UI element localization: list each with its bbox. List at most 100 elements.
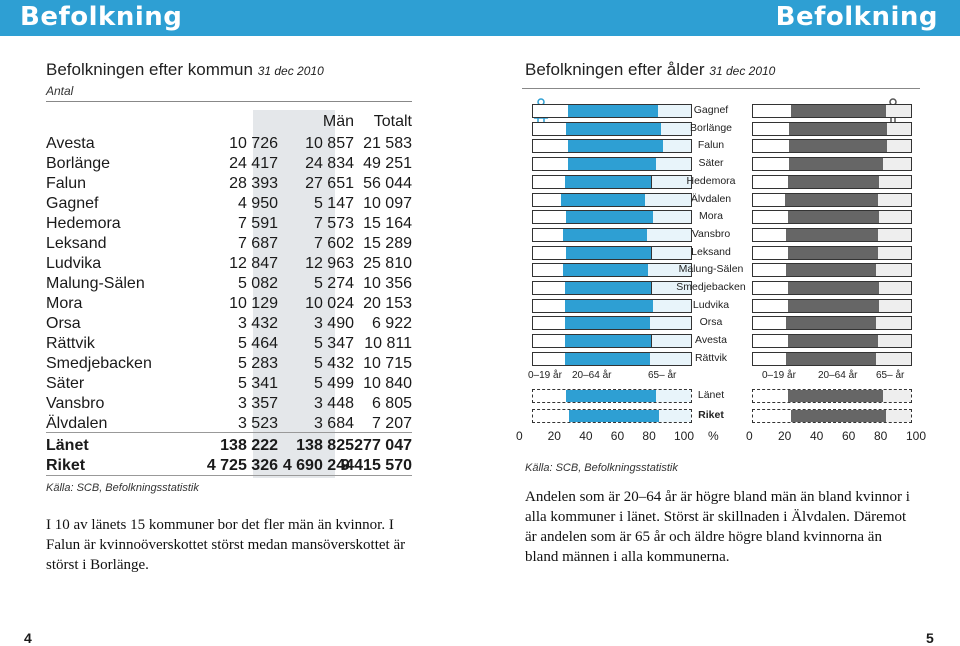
header-left-title: Befolkning: [20, 2, 183, 32]
women-bar: [532, 316, 692, 331]
bar-segment: [566, 211, 655, 224]
row-label: Leksand: [46, 235, 107, 252]
bar-segment: [533, 335, 566, 348]
cell-value: 3 448: [313, 395, 354, 412]
category-label: Gagnef: [693, 104, 729, 116]
row-label: Riket: [46, 457, 86, 474]
cell-value: 138 222: [220, 437, 278, 454]
axis-tick-label: 0: [746, 429, 753, 443]
chart-top-rule: [522, 88, 920, 89]
table-row: Gagnef 4 950 5 147 10 097: [46, 192, 412, 212]
bar-segment: [533, 175, 566, 188]
cell-value: 56 044: [363, 175, 412, 192]
cell-value: 5 432: [313, 355, 354, 372]
bar-segment: [533, 299, 566, 312]
table-bottom-rule: [46, 475, 412, 476]
table-row: Säter 5 341 5 499 10 840: [46, 372, 412, 392]
category-label: Borlänge: [689, 121, 733, 134]
left-paragraph: I 10 av länets 15 kommuner bor det fler …: [46, 517, 406, 573]
table-row: Leksand 7 687 7 602 15 289: [46, 232, 412, 252]
table-row: Älvdalen 3 523 3 684 7 207: [46, 412, 412, 432]
bar-segment: [885, 105, 911, 117]
row-label: Länet: [46, 437, 89, 454]
category-label: Ludvika: [692, 298, 730, 311]
bar-segment: [787, 335, 879, 348]
men-bar: [752, 210, 912, 225]
row-label: Hedemora: [46, 215, 121, 232]
bar-segment: [648, 264, 691, 277]
cell-value: 4 725 326: [206, 457, 278, 474]
age-group-label: 0–19 år: [528, 370, 562, 381]
cell-value: 49 251: [363, 155, 412, 172]
bar-segment: [566, 390, 658, 402]
cell-value: 3 357: [237, 395, 278, 412]
axis-tick-label: 20: [547, 429, 561, 443]
category-label: Avesta: [695, 334, 727, 347]
cell-value: 20 153: [363, 295, 412, 312]
table-row: Mora 10 129 10 024 20 153: [46, 292, 412, 312]
men-bar: [752, 104, 912, 118]
women-bar: [532, 210, 692, 225]
cell-value: 24 834: [305, 155, 354, 172]
bar-segment: [877, 246, 911, 259]
category-label: Rättvik: [694, 351, 728, 364]
bar-segment: [790, 105, 887, 117]
cell-value: 4 950: [237, 195, 278, 212]
table-row: Riket 4 725 326 4 690 244 9 415 570: [46, 454, 412, 474]
table-row: Länet 138 222 138 825 277 047: [46, 434, 412, 454]
category-label: Vansbro: [691, 227, 731, 240]
women-bar: [532, 121, 692, 136]
bar-segment: [879, 282, 911, 294]
chart-title-text: Befolkningen efter ålder: [525, 60, 705, 79]
age-group-label: 65– år: [876, 370, 905, 381]
axis-tick-label: 80: [642, 429, 656, 443]
cell-value: 4 690 244: [282, 457, 354, 474]
cell-value: 3 523: [237, 415, 278, 432]
age-group-label: 20–64 år: [818, 370, 858, 381]
table-divider: [46, 432, 412, 433]
cell-value: 5 464: [237, 335, 278, 352]
bar-segment: [564, 317, 651, 330]
cell-value: 5 147: [313, 195, 354, 212]
bar-segment: [790, 410, 887, 422]
bar-segment: [533, 282, 566, 294]
men-bar: [752, 157, 912, 172]
table-subtitle: Antal: [46, 84, 74, 98]
bar-segment: [561, 193, 647, 206]
axis-tick-label: 40: [810, 429, 824, 443]
right-paragraph: Andelen som är 20–64 år är högre bland m…: [525, 489, 910, 565]
bar-segment: [786, 228, 879, 241]
bar-segment: [789, 122, 889, 135]
row-label: Älvdalen: [46, 415, 108, 432]
bar-segment: [569, 410, 661, 422]
bar-segment: [784, 193, 879, 206]
bar-segment: [887, 140, 911, 153]
cell-value: 5 082: [237, 275, 278, 292]
row-label: Orsa: [46, 315, 81, 332]
cell-value: 12 963: [305, 255, 354, 272]
bar-segment: [563, 228, 648, 241]
bar-segment: [533, 352, 566, 365]
women-bar: [532, 334, 692, 349]
cell-value: 5 283: [237, 355, 278, 372]
category-label: Länet: [697, 389, 725, 401]
bar-segment: [533, 410, 571, 422]
bar-segment: [879, 211, 911, 224]
bar-segment: [877, 335, 911, 348]
women-bar: [532, 157, 692, 172]
cell-value: 10 811: [364, 335, 412, 352]
men-bar: [752, 121, 912, 136]
table-row: Avesta 10 726 10 857 21 583: [46, 132, 412, 152]
cell-value: 21 583: [363, 135, 412, 152]
bar-segment: [533, 228, 565, 241]
table-row: Hedemora 7 591 7 573 15 164: [46, 212, 412, 232]
table-top-rule: [46, 101, 412, 102]
row-label: Avesta: [46, 135, 95, 152]
bar-segment: [885, 410, 911, 422]
bar-segment: [786, 352, 878, 365]
row-label: Mora: [46, 295, 83, 312]
age-group-label: 0–19 år: [762, 370, 796, 381]
bar-segment: [567, 105, 659, 117]
table-row: Borlänge 24 417 24 834 49 251: [46, 152, 412, 172]
table-row: Smedjebacken 5 283 5 432 10 715: [46, 352, 412, 372]
